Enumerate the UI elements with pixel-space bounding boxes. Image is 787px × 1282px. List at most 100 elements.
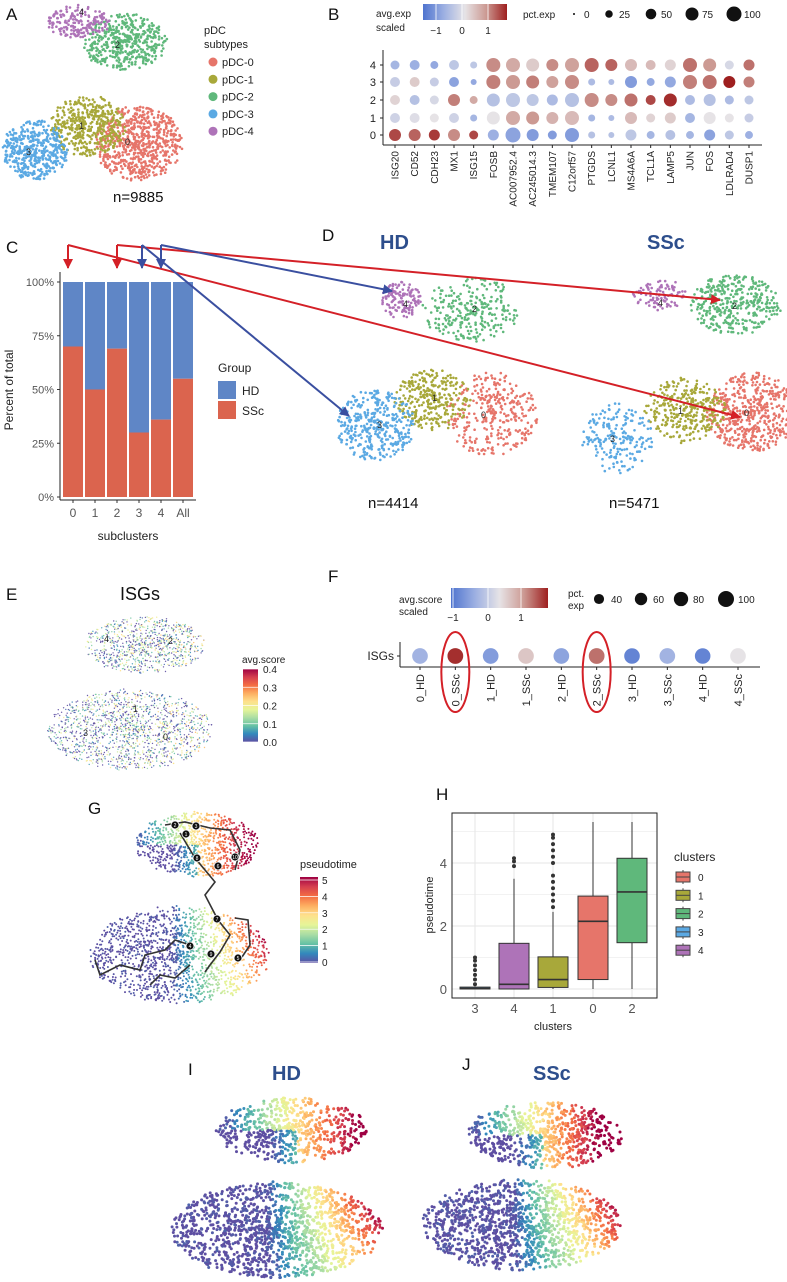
cell-point (456, 440, 459, 443)
cell-point (364, 416, 368, 419)
cell-point (437, 323, 440, 326)
cell-point (33, 143, 36, 147)
cell-point (748, 422, 751, 426)
legend-swatch (208, 57, 218, 67)
cell-point (70, 28, 73, 32)
cell-point (736, 312, 739, 315)
cell-point (389, 424, 392, 427)
cell-point (452, 376, 455, 380)
cell-point (95, 138, 99, 141)
cell-point (162, 47, 165, 50)
cell-point (173, 145, 177, 148)
cell-point (494, 323, 497, 327)
dot-LDLRAD4-cluster-2 (724, 95, 734, 105)
cell-point (712, 304, 715, 308)
cell-point (88, 48, 92, 52)
cell-point (428, 326, 432, 329)
cell-point (151, 36, 155, 40)
cell-point (494, 410, 497, 414)
cell-point (87, 98, 91, 102)
cell-point (759, 309, 762, 312)
cell-point (48, 17, 51, 20)
cell-point (91, 98, 95, 101)
cell-point (67, 19, 70, 23)
cell-point (174, 161, 177, 164)
cell-point (145, 176, 149, 179)
cell-point (138, 148, 141, 151)
cell-point (359, 415, 362, 419)
cell-point (732, 411, 736, 415)
cell-point (37, 175, 40, 178)
cell-point (760, 320, 763, 324)
cell-point (370, 445, 374, 448)
cell-point (672, 385, 675, 388)
cell-point (417, 404, 421, 407)
cell-point (772, 309, 775, 313)
cell-point (77, 115, 80, 118)
cell-point (466, 387, 470, 391)
cell-point (493, 313, 497, 316)
cell-point (513, 316, 516, 320)
cell-point (105, 43, 109, 46)
cell-point (125, 124, 129, 127)
cell-point (165, 134, 168, 138)
cell-point (458, 309, 461, 313)
cell-point (437, 385, 440, 389)
dot-FOS-cluster-3 (702, 75, 717, 89)
cell-point (108, 29, 111, 32)
dot-MX1-cluster-0 (448, 129, 460, 141)
cell-point (403, 397, 407, 400)
cell-point (402, 426, 405, 430)
cell-point (55, 163, 58, 167)
cell-point (158, 120, 162, 124)
cell-point (713, 307, 717, 311)
dot-MX1-cluster-3 (449, 77, 459, 87)
cell-point (487, 307, 491, 311)
cell-point (354, 430, 357, 434)
cell-point (526, 429, 530, 433)
cell-point (749, 445, 753, 449)
cell-point (397, 397, 401, 400)
cell-point (115, 59, 119, 62)
gene-label: LAMP5 (666, 151, 677, 184)
cell-point (483, 301, 487, 305)
cell-point (419, 423, 423, 427)
cell-point (445, 403, 448, 406)
umap-ssc (581, 274, 787, 475)
dot-PTGDS-cluster-3 (588, 78, 596, 86)
cell-point (449, 305, 453, 308)
cell-point (499, 405, 503, 409)
cell-point (768, 317, 771, 321)
cell-point (410, 313, 414, 316)
cell-point (76, 148, 79, 152)
cell-point (747, 401, 751, 404)
cell-point (121, 130, 124, 133)
cell-point (506, 309, 510, 312)
cell-point (155, 131, 159, 135)
cell-point (110, 172, 114, 175)
cell-point (367, 426, 371, 430)
cell-point (488, 312, 491, 316)
cell-point (462, 336, 466, 340)
cell-point (152, 116, 156, 119)
cell-point (132, 33, 135, 36)
cell-point (739, 380, 742, 383)
cell-point (56, 132, 59, 136)
cell-point (757, 322, 760, 326)
cell-point (79, 28, 83, 31)
cell-point (736, 427, 739, 431)
cell-point (781, 417, 785, 421)
cell-point (434, 321, 437, 325)
gene-label: ISG15 (469, 151, 480, 180)
cell-point (486, 303, 490, 307)
cell-point (496, 443, 500, 446)
cell-point (104, 161, 107, 164)
cell-point (103, 112, 107, 116)
cell-point (167, 116, 170, 119)
cell-point (78, 140, 82, 143)
cell-point (60, 116, 64, 119)
cell-point (101, 120, 104, 123)
cell-point (62, 14, 66, 17)
cell-point (775, 302, 779, 305)
cell-point (112, 123, 116, 126)
